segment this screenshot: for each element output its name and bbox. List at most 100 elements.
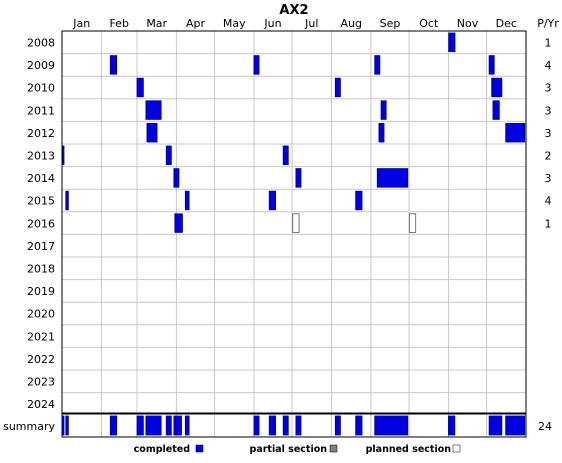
summary-bar [184, 415, 190, 436]
section-bar-2014-completed [295, 168, 302, 188]
section-bar-2016-completed [174, 213, 183, 233]
per-year-count-2013: 2 [545, 150, 552, 163]
section-bar-2015-completed [355, 190, 363, 211]
section-bar-2015-completed [184, 190, 190, 211]
section-bar-2014-completed [376, 168, 409, 188]
summary-bar [282, 415, 289, 436]
sections [61, 32, 526, 233]
year-label-2020: 2020 [27, 308, 55, 321]
section-bar-2011-completed [380, 100, 387, 120]
section-bar-2012-completed [378, 123, 385, 143]
section-bar-2013-completed [282, 145, 289, 166]
per-year-count-2014: 3 [545, 172, 552, 185]
month-label-jan: Jan [72, 17, 90, 30]
month-label-mar: Mar [146, 17, 167, 30]
year-label-2018: 2018 [27, 263, 55, 276]
summary-bar [61, 415, 65, 436]
summary-bars [61, 415, 526, 436]
legend-completed-swatch [195, 444, 204, 453]
per-year-count-2016: 1 [545, 217, 552, 230]
summary-label: summary [3, 420, 55, 433]
section-bar-2011-completed [492, 100, 500, 120]
year-label-2015: 2015 [27, 195, 55, 208]
summary-bar [295, 415, 302, 436]
year-labels: 2008 2009 2010 2011 2012 2013 2014 2015 2016 2017… [27, 37, 55, 412]
per-year-counts: 1 4 3 3 3 2 3 4 1 [545, 37, 552, 231]
month-label-aug: Aug [340, 17, 361, 30]
section-bar-2010-completed [491, 77, 503, 98]
summary-bar [355, 415, 363, 436]
summary-bar [374, 415, 409, 436]
section-bar-2016-planned [408, 213, 417, 233]
per-year-count-2011: 3 [545, 104, 552, 117]
section-bar-2009-completed [374, 55, 381, 75]
section-bar-2011-completed [145, 100, 162, 120]
legend-completed-label: completed [134, 444, 190, 455]
summary-bar [253, 415, 260, 436]
month-label-feb: Feb [109, 17, 128, 30]
month-label-nov: Nov [457, 17, 479, 30]
per-year-count-2010: 3 [545, 82, 552, 95]
month-label-apr: Apr [186, 17, 206, 30]
summary-bar [165, 415, 172, 436]
summary-bar [268, 415, 276, 436]
summary-bar [334, 415, 341, 436]
section-bar-2009-completed [488, 55, 495, 75]
section-bar-2010-completed [136, 77, 144, 98]
section-bar-2015-completed [65, 190, 69, 211]
per-year-count-2015: 4 [545, 195, 552, 208]
section-bar-2014-completed [173, 168, 180, 188]
month-label-may: May [223, 17, 246, 30]
chart-title: AX2 [279, 3, 308, 18]
legend-planned-swatch [452, 444, 461, 453]
section-bar-2008-completed [448, 32, 456, 53]
summary-bar [136, 415, 144, 436]
grid [62, 31, 526, 437]
legend-planned-label: planned section [366, 444, 452, 455]
section-bar-2016-planned [292, 213, 300, 233]
summary-bar [65, 415, 69, 436]
per-year-count-2008: 1 [545, 37, 552, 50]
plot-frame [61, 30, 527, 414]
year-label-2023: 2023 [27, 376, 55, 389]
month-label-sep: Sep [380, 17, 401, 30]
summary-count: 24 [538, 420, 552, 433]
summary-bar [173, 415, 182, 436]
year-label-2024: 2024 [27, 398, 55, 411]
section-bar-2010-completed [334, 77, 341, 98]
month-labels: Jan Feb Mar Apr May Jun Jul Aug Sep Oct Nov Dec [72, 17, 517, 30]
year-label-2012: 2012 [27, 127, 55, 140]
year-label-2019: 2019 [27, 285, 55, 298]
month-label-jul: Jul [304, 17, 318, 30]
year-label-2010: 2010 [27, 82, 55, 95]
year-label-2009: 2009 [27, 59, 55, 72]
year-label-2016: 2016 [27, 217, 55, 230]
summary-frame [61, 413, 527, 438]
month-label-oct: Oct [419, 17, 439, 30]
year-label-2014: 2014 [27, 172, 55, 185]
section-bar-2009-completed [253, 55, 260, 75]
section-bar-2012-completed [146, 123, 158, 143]
summary-bar [145, 415, 162, 436]
legend-partial-swatch [329, 444, 338, 453]
section-bar-2012-completed [505, 123, 526, 143]
year-label-2013: 2013 [27, 150, 55, 163]
per-year-count-2012: 3 [545, 127, 552, 140]
year-label-2021: 2021 [27, 330, 55, 343]
section-bar-2013-completed [165, 145, 172, 166]
year-label-2017: 2017 [27, 240, 55, 253]
section-bar-2009-completed [109, 55, 118, 75]
summary-bar [448, 415, 456, 436]
section-bar-2015-completed [268, 190, 276, 211]
summary-bar [109, 415, 118, 436]
legend-partial-label: partial section [250, 444, 328, 455]
summary-bar [488, 415, 503, 436]
month-label-jun: Jun [263, 17, 281, 30]
year-label-2011: 2011 [27, 104, 55, 117]
summary-bar [505, 415, 526, 436]
year-label-2022: 2022 [27, 353, 55, 366]
per-year-header: P/Yr [537, 17, 559, 30]
per-year-count-2009: 4 [545, 59, 552, 72]
legend: completed partial section planned sectio… [134, 444, 461, 455]
